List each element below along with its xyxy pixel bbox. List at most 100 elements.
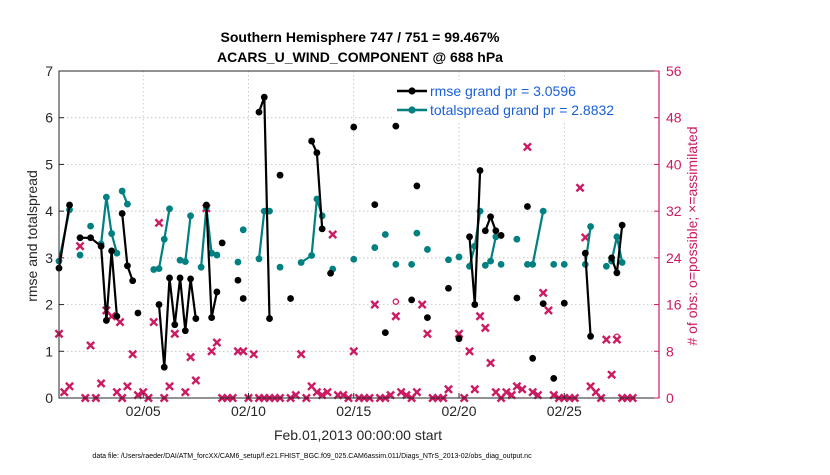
obs-x-center bbox=[173, 332, 177, 336]
totalspread-point bbox=[492, 233, 500, 241]
obs-assimilated-marker bbox=[549, 390, 559, 400]
rmse-point bbox=[266, 315, 273, 322]
obs-assimilated-marker bbox=[507, 390, 517, 400]
rmse-point bbox=[381, 329, 389, 336]
totalspread-point bbox=[408, 260, 416, 268]
rmse-point bbox=[113, 312, 121, 320]
obs-assimilated-marker bbox=[317, 390, 327, 400]
obs-assimilated-marker bbox=[480, 323, 490, 333]
obs-assimilated-marker bbox=[170, 329, 180, 339]
obs-assimilated-marker bbox=[528, 387, 538, 397]
totalspread-point bbox=[560, 260, 568, 268]
rmse-point bbox=[424, 314, 431, 322]
totalspread-point bbox=[550, 260, 558, 268]
plot-area bbox=[59, 71, 659, 398]
rmse-point bbox=[581, 249, 589, 257]
data-layer bbox=[54, 93, 638, 403]
rmse-point bbox=[550, 374, 558, 382]
obs-assimilated-marker bbox=[454, 329, 464, 339]
obs-x-center bbox=[415, 390, 419, 394]
totalspread-point bbox=[539, 207, 547, 215]
obs-x-center bbox=[588, 384, 593, 388]
rmse-point bbox=[239, 295, 247, 302]
obs-x-center bbox=[62, 390, 66, 394]
obs-x-center bbox=[510, 393, 514, 397]
obs-assimilated-marker bbox=[401, 390, 411, 400]
obs-x-center bbox=[252, 352, 256, 356]
obs-x-center bbox=[299, 352, 303, 356]
obs-assimilated-marker bbox=[96, 378, 106, 388]
totalspread-point bbox=[587, 223, 594, 230]
totalspread-point bbox=[118, 187, 126, 195]
totalspread-point bbox=[455, 253, 463, 261]
obs-assimilated-marker bbox=[512, 381, 522, 391]
obs-assimilated-marker bbox=[533, 390, 543, 400]
totalspread-point bbox=[413, 229, 421, 237]
x-tick-label: 02/25 bbox=[547, 403, 582, 419]
obs-assimilated-marker bbox=[544, 305, 553, 315]
totalspread-point bbox=[602, 262, 610, 270]
obs-x-center bbox=[99, 381, 103, 386]
obs-x-center bbox=[141, 390, 145, 394]
obs-x-center bbox=[536, 393, 540, 397]
totalspread-point bbox=[208, 249, 216, 257]
obs-assimilated-marker bbox=[349, 346, 359, 356]
obs-x-center bbox=[315, 390, 319, 394]
totalspread-point bbox=[487, 257, 494, 265]
obs-x-center bbox=[131, 352, 135, 356]
obs-x-center bbox=[583, 235, 587, 240]
obs-x-center bbox=[88, 343, 93, 348]
totalspread-point bbox=[108, 230, 116, 237]
rmse-point bbox=[529, 354, 537, 362]
obs-x-center bbox=[325, 390, 330, 394]
x-axis-label: Feb.01,2013 00:00:00 start bbox=[274, 427, 442, 443]
obs-assimilated-marker bbox=[212, 338, 222, 347]
totalspread-point bbox=[150, 266, 158, 273]
rmse-point bbox=[466, 233, 473, 241]
y-left-tick-label: 1 bbox=[45, 343, 53, 359]
legend-rmse-label: rmse grand pr = 3.0596 bbox=[430, 83, 576, 99]
obs-x-center bbox=[446, 387, 451, 391]
obs-assimilated-marker bbox=[396, 387, 406, 397]
obs-assimilated-marker bbox=[86, 340, 96, 350]
obs-assimilated-marker bbox=[191, 376, 201, 385]
y-right-tick-label: 0 bbox=[666, 390, 674, 406]
obs-assimilated-marker bbox=[465, 346, 474, 356]
obs-assimilated-marker bbox=[522, 142, 532, 152]
totalspread-point bbox=[276, 263, 284, 271]
obs-x-center bbox=[394, 314, 398, 318]
data-file-footnote: data file: /Users/raeder/DAI/ATM_forcXX/… bbox=[92, 453, 532, 460]
obs-assimilated-marker bbox=[391, 311, 401, 321]
obs-x-center bbox=[183, 390, 187, 394]
obs-x-center bbox=[399, 390, 403, 394]
rmse-point bbox=[350, 123, 358, 131]
totalspread-line-segment bbox=[531, 210, 545, 265]
y-left-tick-label: 4 bbox=[45, 203, 53, 219]
obs-x-center bbox=[483, 326, 487, 330]
rmse-point bbox=[539, 300, 547, 308]
obs-assimilated-marker bbox=[444, 384, 453, 394]
obs-x-center bbox=[341, 393, 345, 397]
obs-x-center bbox=[425, 332, 430, 336]
totalspread-point bbox=[213, 251, 221, 259]
obs-x-center bbox=[610, 373, 614, 377]
totalspread-point bbox=[297, 259, 305, 266]
rmse-point bbox=[481, 227, 489, 235]
totalspread-point bbox=[445, 256, 452, 264]
legend-totalspread-label: totalspread grand pr = 2.8832 bbox=[430, 102, 614, 118]
obs-x-center bbox=[210, 349, 214, 353]
obs-assimilated-marker bbox=[75, 241, 85, 251]
totalspread-point bbox=[371, 244, 379, 251]
obs-assimilated-marker bbox=[538, 288, 548, 298]
obs-assimilated-marker bbox=[291, 390, 301, 400]
obs-assimilated-marker bbox=[338, 390, 348, 400]
obs-assimilated-marker bbox=[370, 300, 380, 310]
obs-x-center bbox=[215, 340, 219, 345]
obs-assimilated-marker bbox=[386, 390, 396, 400]
rmse-point bbox=[124, 262, 131, 270]
obs-assimilated-marker bbox=[470, 384, 480, 394]
legend-rmse-marker bbox=[408, 87, 416, 95]
rmse-point bbox=[102, 317, 110, 324]
